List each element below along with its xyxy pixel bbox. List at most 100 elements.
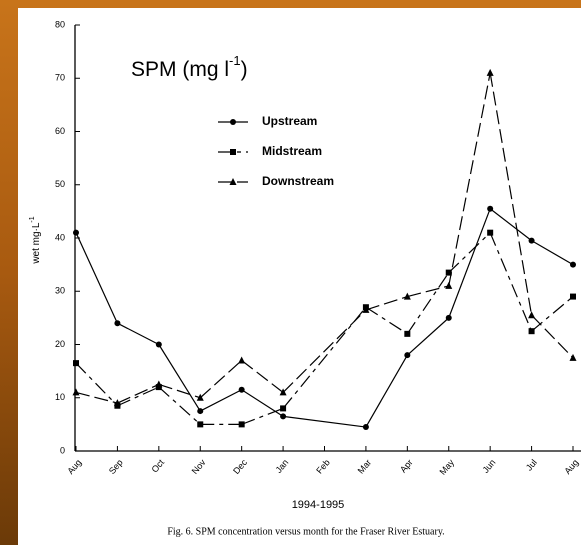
line-segment <box>531 296 574 332</box>
x-axis-label: 1994-1995 <box>292 499 345 511</box>
line-segment <box>117 322 160 346</box>
legend-label: Upstream <box>262 114 317 128</box>
marker <box>486 68 494 76</box>
marker <box>238 421 245 428</box>
line-segment <box>365 306 408 335</box>
slide <box>18 8 581 545</box>
marker <box>404 330 411 337</box>
line-segment <box>282 306 367 409</box>
line-segment <box>365 354 408 428</box>
line-segment <box>199 360 243 399</box>
marker <box>155 380 163 388</box>
line-segment <box>117 386 160 407</box>
line-segment <box>531 240 574 266</box>
y-tick-label: 60 <box>55 126 65 136</box>
marker <box>230 149 236 155</box>
marker <box>230 119 236 125</box>
line-segment <box>241 389 284 417</box>
annotation: SPM (mg l-1) <box>131 53 248 80</box>
marker <box>569 353 577 361</box>
line-segment <box>158 383 201 399</box>
marker <box>362 424 369 431</box>
marker <box>570 261 576 268</box>
marker <box>528 237 535 244</box>
annotation-text: SPM (mg l <box>131 58 229 81</box>
line-segment <box>158 344 201 412</box>
x-tick-label: Aug <box>65 457 83 476</box>
x-tick-label: Jun <box>481 457 498 475</box>
line-segment <box>75 362 118 407</box>
line-segment <box>489 208 532 242</box>
y-axis-label: wet mg·L-1 <box>29 216 42 264</box>
marker <box>114 320 121 327</box>
marker <box>487 205 494 212</box>
line-segment <box>158 386 201 425</box>
line-segment <box>406 272 450 335</box>
x-tick-label: Sep <box>107 457 125 476</box>
line-segment <box>407 285 449 298</box>
marker <box>196 393 204 401</box>
marker <box>404 352 411 359</box>
marker <box>197 408 204 415</box>
x-tick-label: Feb <box>314 457 332 475</box>
marker <box>487 229 494 236</box>
marker <box>528 328 535 335</box>
marker <box>362 305 370 313</box>
annotation-end: ) <box>241 58 248 81</box>
marker <box>528 311 536 319</box>
marker <box>280 405 287 412</box>
marker <box>238 386 245 393</box>
y-label-text: wet mg·L <box>31 222 42 265</box>
line-segment <box>489 232 533 332</box>
y-tick-label: 40 <box>55 232 65 242</box>
marker <box>445 281 453 289</box>
legend-label: Midstream <box>262 144 322 158</box>
caption: Fig. 6. SPM concentration versus month f… <box>167 526 444 537</box>
line-segment <box>75 232 118 324</box>
marker <box>238 356 246 364</box>
marker <box>445 314 452 321</box>
line-segment <box>448 232 491 274</box>
y-tick-label: 50 <box>55 179 65 189</box>
marker <box>445 269 452 276</box>
x-tick-label: Mar <box>356 457 374 475</box>
y-tick-label: 0 <box>60 445 65 455</box>
line-segment <box>241 359 284 393</box>
line-segment <box>199 389 242 412</box>
marker <box>155 341 162 348</box>
line-segment <box>489 72 533 316</box>
marker <box>113 399 121 407</box>
line-segment <box>448 208 491 319</box>
x-tick-label: Oct <box>150 457 167 475</box>
marker <box>229 178 237 185</box>
line-segment <box>117 383 160 404</box>
x-tick-label: Jul <box>524 457 539 472</box>
y-tick-label: 70 <box>55 73 65 83</box>
line-segment <box>241 407 284 425</box>
y-tick-label: 10 <box>55 392 65 402</box>
marker <box>73 360 79 367</box>
line-segment <box>406 317 450 356</box>
legend-label: Downstream <box>262 174 334 188</box>
line-segment <box>283 415 366 428</box>
line-segment <box>282 309 367 393</box>
x-tick-label: Jan <box>273 457 290 475</box>
x-tick-label: Dec <box>231 457 249 476</box>
marker <box>73 229 79 236</box>
y-tick-label: 30 <box>55 286 65 296</box>
annotation-sup: -1 <box>229 53 241 68</box>
line-segment <box>365 296 408 311</box>
x-tick-label: May <box>438 457 457 477</box>
y-tick-label: 20 <box>55 339 65 349</box>
y-tick-label: 80 <box>55 19 65 29</box>
line-segment <box>531 314 574 359</box>
marker <box>280 413 287 420</box>
y-label-sup: -1 <box>29 216 36 222</box>
marker <box>279 388 287 396</box>
marker <box>72 388 80 396</box>
x-tick-label: Apr <box>398 457 415 474</box>
x-tick-label: Nov <box>190 457 208 476</box>
marker <box>403 292 411 300</box>
